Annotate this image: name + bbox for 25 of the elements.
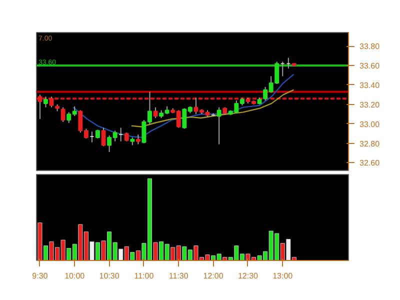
line-series xyxy=(130,89,294,128)
x-tick-label: 12:00 xyxy=(203,272,224,280)
candlestick xyxy=(136,134,140,145)
y-tick-label: 33.00 xyxy=(360,120,380,129)
y-tick-label: 33.40 xyxy=(360,80,380,90)
y-tick-label: 33.20 xyxy=(360,100,380,110)
x-tick-label: 10:30 xyxy=(99,272,120,280)
candlestick xyxy=(49,96,54,108)
x-tick-label: 10:00 xyxy=(64,272,86,280)
candlestick xyxy=(153,106,158,119)
candlestick xyxy=(101,127,106,147)
candlestick xyxy=(38,94,42,120)
x-tick-label: 9:30 xyxy=(32,272,48,280)
y-tick-label: 32.60 xyxy=(360,158,380,168)
x-tick-label: 11:00 xyxy=(134,272,154,280)
x-tick-label: 11:30 xyxy=(168,272,189,280)
x-tick-label: 12:30 xyxy=(238,272,259,280)
candlestick xyxy=(60,106,66,122)
line-series xyxy=(72,74,294,138)
y-tick-label: 33.80 xyxy=(360,42,380,52)
candlestick xyxy=(216,106,222,145)
x-tick-label: 13:00 xyxy=(272,272,294,280)
y-tick-label: 33.60 xyxy=(360,62,380,71)
y-tick-label: 32.80 xyxy=(360,139,380,148)
candlestick xyxy=(44,96,48,108)
